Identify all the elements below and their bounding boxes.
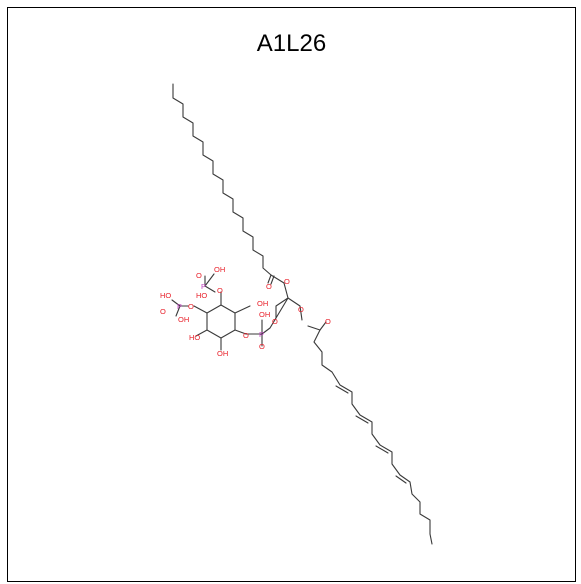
left-phosphate-bond-3	[175, 305, 181, 317]
double-bond-4	[395, 475, 407, 484]
inositol-ring	[206, 304, 236, 339]
glycerol-backbone	[275, 282, 303, 321]
upper-phosphate-hydroxyl: OH	[214, 265, 225, 274]
ring-bond-c	[234, 329, 247, 335]
double-bond-3	[375, 445, 389, 454]
ring-oxygen-upper: O	[217, 286, 223, 295]
ring-bond-b	[234, 305, 251, 314]
upper-phosphate-bond-3	[204, 273, 215, 287]
upper-phosphate-oxygen: O	[196, 271, 202, 280]
glycerol-oxygen: O	[272, 317, 278, 326]
left-phosphate-oxygen: O	[160, 307, 166, 316]
phosphorus-linker: P	[259, 330, 264, 339]
upper-carbonyl-bond	[267, 274, 272, 284]
ring-oxygen-left: O	[188, 302, 194, 311]
ester-oxygen-lower-carbonyl: O	[325, 317, 331, 326]
ring-hydroxyl-left: HO	[189, 333, 200, 342]
lower-carbonyl-bond	[319, 321, 327, 331]
double-bond-2	[355, 415, 369, 424]
phosphate-oxygen: O	[259, 342, 265, 351]
upper-phosphate-hydroxyl-left: HO	[196, 291, 207, 300]
figure-frame: A1L26	[7, 7, 576, 582]
ring-phosphate-oxygen: O	[243, 331, 249, 340]
double-bond-1	[335, 385, 349, 394]
phosphate-linker	[245, 317, 277, 335]
left-phosphate-hydroxyl-top: HO	[160, 291, 171, 300]
upper-phosphate-bond	[204, 285, 216, 293]
phosphate-hydroxyl: OH	[259, 310, 270, 319]
ester-oxygen-lower: O	[298, 305, 304, 314]
upper-carbonyl-bond-2	[270, 275, 275, 285]
lower-acyl-chain	[307, 325, 433, 545]
ring-hydroxyl-right: OH	[257, 299, 268, 308]
ester-oxygen-upper-carbonyl: O	[266, 282, 272, 291]
ring-bond-e	[195, 329, 208, 337]
phosphorus-left: P	[177, 302, 182, 311]
ring-bond-f	[193, 305, 208, 314]
left-phosphate-bond-2	[171, 299, 181, 307]
phosphorus-upper: P	[201, 282, 206, 291]
molecule-title: A1L26	[256, 30, 327, 57]
ring-hydroxyl-bottom: OH	[217, 349, 228, 358]
ester-oxygen-upper: O	[284, 277, 290, 286]
upper-acyl-chain	[172, 83, 285, 284]
left-phosphate-hydroxyl-bottom: OH	[178, 315, 189, 324]
